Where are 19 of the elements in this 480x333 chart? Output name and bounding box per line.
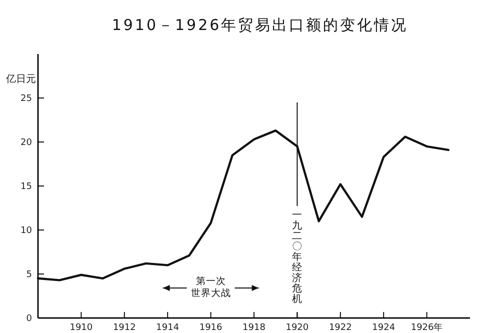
x-tick-label: 1922: [328, 323, 352, 333]
text: 一九二〇年经济危机: [292, 210, 302, 305]
x-tick-label: 1924: [372, 323, 396, 333]
x-tick-label: 1914: [156, 323, 180, 333]
y-tick-label: 10: [20, 226, 32, 236]
y-tick-label: 0: [26, 314, 32, 324]
x-tick-label: 1926年: [410, 322, 443, 333]
y-tick-label: 25: [20, 94, 32, 104]
x-tick-label: 1920: [286, 323, 309, 333]
x-tick-label: 1918: [242, 323, 266, 333]
y-axis-title: 亿日元: [5, 74, 36, 85]
x-tick-label: 1912: [112, 323, 136, 333]
x-tick-label: 1910: [70, 323, 93, 333]
y-tick-label: 5: [26, 270, 32, 280]
x-tick-label: 1916: [199, 323, 223, 333]
y-tick-label: 15: [20, 182, 32, 192]
y-tick-label: 20: [20, 138, 32, 148]
annotation: 第一次世界大战: [190, 275, 231, 299]
chart-title: 1910－1926年贸易出口额的变化情况: [112, 16, 408, 34]
